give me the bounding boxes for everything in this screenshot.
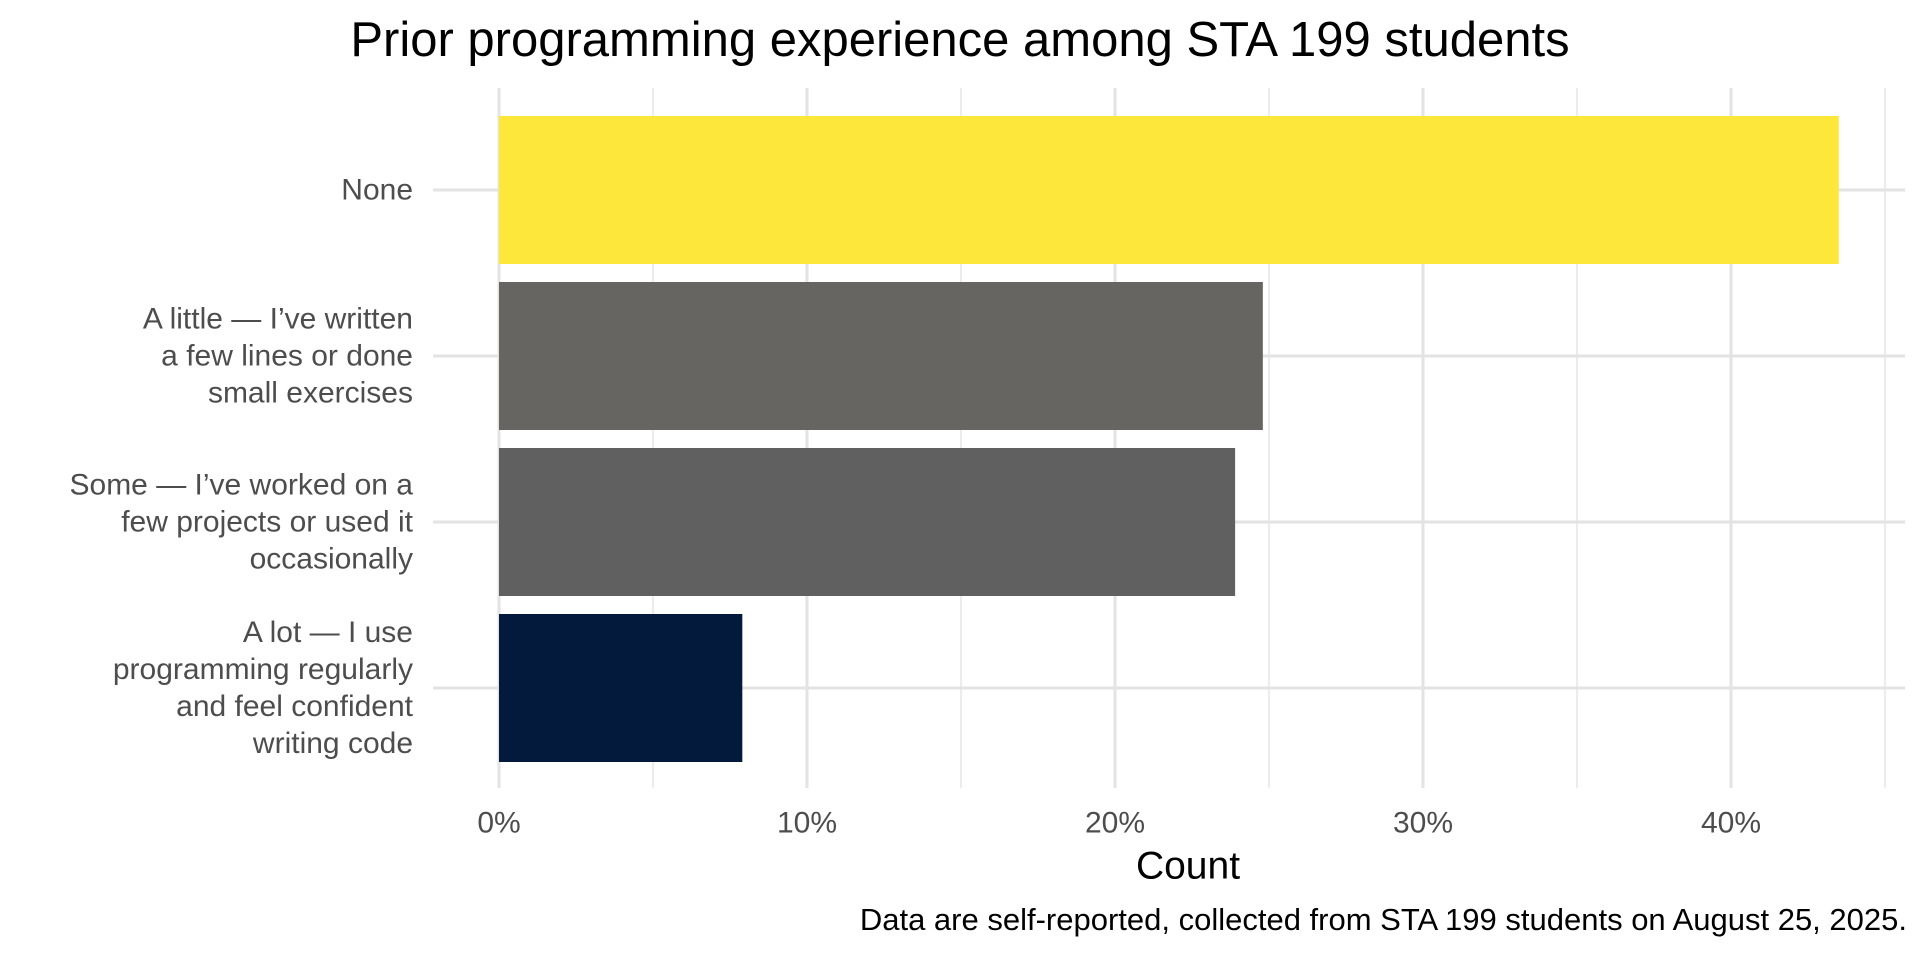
bar	[499, 614, 743, 762]
x-tick-label: 30%	[1393, 807, 1453, 840]
bar	[499, 448, 1236, 596]
y-tick-label: and feel confident	[176, 690, 414, 723]
y-tick-label: A little — I’ve written	[143, 303, 413, 336]
chart-caption: Data are self-reported, collected from S…	[859, 902, 1907, 937]
bar	[499, 116, 1839, 264]
x-tick-label: 10%	[777, 807, 837, 840]
y-tick-label: a few lines or done	[161, 340, 413, 373]
x-tick-label: 0%	[477, 807, 520, 840]
y-tick-label: occasionally	[250, 543, 413, 576]
y-tick-label: writing code	[252, 727, 413, 760]
y-tick-label: few projects or used it	[121, 506, 413, 539]
x-tick-label: 40%	[1701, 807, 1761, 840]
x-tick-label: 20%	[1085, 807, 1145, 840]
y-tick-label: programming regularly	[113, 653, 413, 686]
chart-title: Prior programming experience among STA 1…	[350, 13, 1570, 67]
x-axis-label: Count	[1136, 845, 1240, 888]
y-tick-label: Some — I’ve worked on a	[70, 469, 414, 502]
y-tick-label: small exercises	[208, 377, 413, 410]
bar	[499, 282, 1263, 430]
y-tick-label: A lot — I use	[243, 616, 413, 649]
y-tick-label: None	[341, 174, 413, 207]
